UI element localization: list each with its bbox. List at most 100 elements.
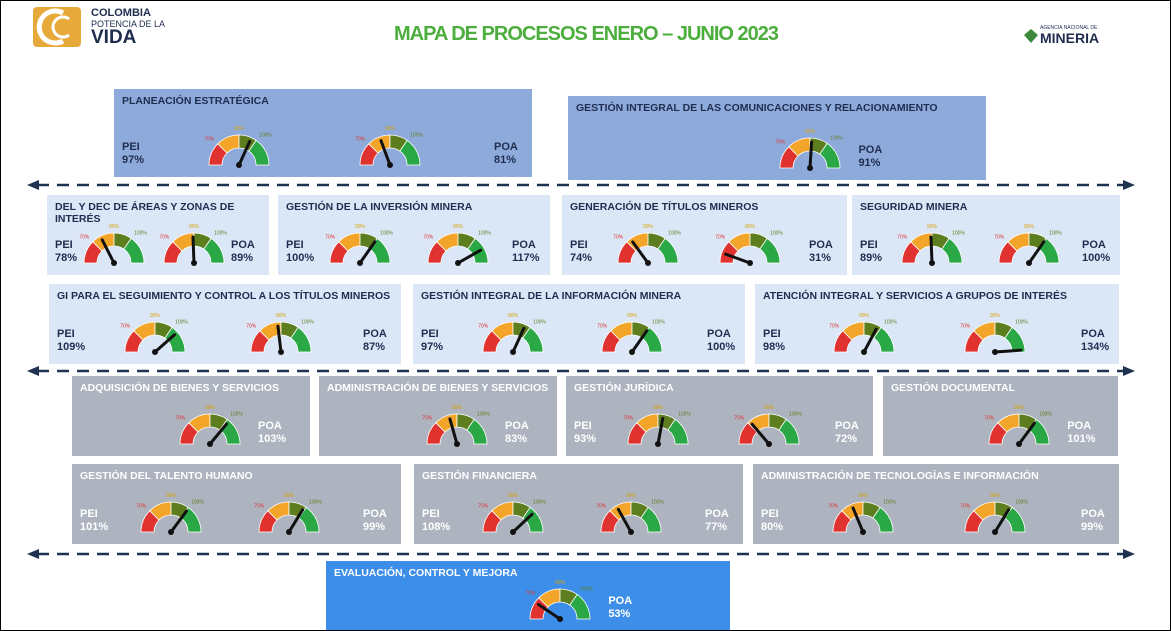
gauge-label: PEI 89%: [860, 239, 882, 265]
gauge: 70% 90% 100%: [120, 313, 188, 355]
gauge-hub: [454, 441, 461, 447]
gauge-value: 74%: [570, 252, 593, 264]
logo-line2: POTENCIA DE LA: [91, 19, 166, 29]
gauge-scale-label: 90%: [452, 405, 463, 411]
gauge-scale-label: 70%: [120, 323, 131, 329]
gauge-hub: [929, 260, 936, 266]
gauge: 70% 90% 100%: [828, 493, 896, 535]
gauge-label: POA 101%: [1067, 420, 1095, 446]
gauge-label: PEI 101%: [80, 508, 108, 534]
gauge-scale-label: 70%: [715, 234, 726, 240]
gauge: 70% 90% 100%: [205, 126, 273, 168]
process-box: GESTIÓN DE LA INVERSIÓN MINERA PEI 100% 70%…: [278, 195, 550, 275]
gauge-scale-label: 90%: [653, 405, 664, 411]
gauge-hub: [655, 441, 662, 447]
process-box: ADMINISTRACIÓN DE TECNOLOGÍAS E INFORMAC…: [753, 464, 1119, 544]
gauge-value: 53%: [608, 608, 631, 620]
gauge-scale-label: 70%: [829, 323, 840, 329]
process-title: ATENCIÓN INTEGRAL Y SERVICIOS A GRUPOS D…: [763, 290, 1067, 302]
gauge-name: POA: [835, 420, 859, 432]
gauge-name: PEI: [80, 508, 98, 520]
gauge-scale-label: 70%: [325, 234, 336, 240]
gauge: 70% 90% 100%: [734, 405, 802, 447]
gauge-segment: [290, 326, 312, 353]
gauge-needle: [276, 324, 283, 354]
process-box: GESTIÓN FINANCIERA PEI 108% 70% 90% 100% 70% 90…: [414, 464, 743, 544]
gauge-scale-label: 90%: [508, 313, 519, 319]
gauge-name: PEI: [421, 328, 439, 340]
gauge-scale-label: 90%: [858, 493, 869, 499]
agency-small: AGENCIA NACIONAL DE: [1040, 25, 1098, 31]
gauge-scale-label: 70%: [422, 415, 433, 421]
gauge-scale-label: 90%: [453, 224, 464, 230]
gauge-needle: [808, 140, 814, 170]
gauge-value: 98%: [763, 341, 786, 353]
gauge-scale-label: 100%: [230, 411, 243, 417]
gauge-value: 99%: [1081, 521, 1104, 533]
gauge-name: POA: [1067, 420, 1092, 432]
gauge-scale-label: 70%: [960, 503, 971, 509]
flow-arrow: [27, 366, 1135, 376]
gauge-scale-label: 90%: [284, 493, 295, 499]
gauge-needle: [358, 240, 377, 265]
gauge-name: PEI: [574, 420, 592, 432]
gauge-scale-label: 70%: [79, 234, 90, 240]
gauge-name: PEI: [763, 328, 781, 340]
gauge-segment: [819, 142, 841, 169]
gauge-segment: [872, 506, 894, 533]
process-box: PLANEACIÓN ESTRATÉGICA PEI 97% 70% 90% 100% 70…: [114, 89, 532, 177]
gauge-segment: [202, 237, 224, 264]
gauge-label: PEI 98%: [763, 328, 785, 354]
gauge-hub: [356, 260, 363, 266]
gauge-label: POA 99%: [1081, 508, 1105, 534]
gauge-scale-label: 70%: [205, 136, 216, 142]
gauge-needle: [190, 235, 196, 265]
process-box: GESTIÓN DEL TALENTO HUMANO PEI 101% 70% 90% 1…: [72, 464, 401, 544]
gauge-value: 134%: [1081, 341, 1110, 353]
gauge-needle: [630, 329, 649, 354]
gauge: 70% 90% 100%: [960, 313, 1029, 355]
gauge-name: POA: [512, 239, 536, 251]
gauge-label: POA 87%: [363, 328, 387, 354]
gauge: 70% 90% 100%: [985, 405, 1053, 447]
gauge-segment: [641, 326, 663, 353]
gauge-scale-label: 100%: [831, 135, 844, 141]
gauge-name: POA: [505, 420, 529, 432]
gauge-scale-label: 70%: [247, 323, 258, 329]
gauge-scale-label: 70%: [597, 323, 608, 329]
gauge-scale-label: 100%: [134, 230, 147, 236]
gauge-label: POA 77%: [705, 508, 729, 534]
gauge-scale-label: 90%: [626, 493, 637, 499]
gauge: 70% 90% 100%: [478, 493, 546, 535]
gauge-hub: [1016, 441, 1023, 447]
process-title: GESTIÓN INTEGRAL DE LAS COMUNICACIONES Y…: [576, 102, 938, 114]
gauge-label: PEI 108%: [422, 508, 450, 534]
gauge-scale-label: 90%: [555, 580, 566, 586]
gauge-scale-label: 100%: [380, 230, 393, 236]
gauge-hub: [859, 529, 866, 535]
gauge-value: 83%: [505, 433, 528, 445]
gauge-scale-label: 70%: [613, 234, 624, 240]
gauge-scale-label: 70%: [898, 234, 909, 240]
gauge-label: PEI 109%: [57, 328, 85, 354]
gauge: 70% 90% 100%: [596, 493, 665, 535]
gauge-scale-label: 90%: [745, 224, 756, 230]
gauge-name: PEI: [57, 328, 75, 340]
process-title: ADMINISTRACIÓN DE TECNOLOGÍAS E INFORMAC…: [761, 470, 1039, 482]
gauge-scale-label: 90%: [927, 224, 938, 230]
gauge-hub: [386, 162, 393, 168]
gauge-scale-label: 100%: [259, 132, 272, 138]
gauge-name: PEI: [860, 239, 878, 251]
process-box: GENERACIÓN DE TÍTULOS MINEROS PEI 74% 70% 90…: [562, 195, 847, 275]
gauge-hub: [992, 349, 999, 355]
gauge-segment: [368, 237, 390, 264]
gauge-value: 99%: [363, 521, 386, 533]
gauge-hub: [207, 441, 214, 447]
process-box: DEL Y DEC DE ÁREAS Y ZONAS DE INTERÉS PEI…: [47, 195, 269, 275]
gauge-hub: [286, 529, 293, 535]
gauge-scale-label: 100%: [214, 230, 227, 236]
gauge-value: 89%: [231, 252, 254, 264]
gauge-label: POA 91%: [858, 144, 882, 170]
gauge-value: 117%: [512, 252, 540, 264]
